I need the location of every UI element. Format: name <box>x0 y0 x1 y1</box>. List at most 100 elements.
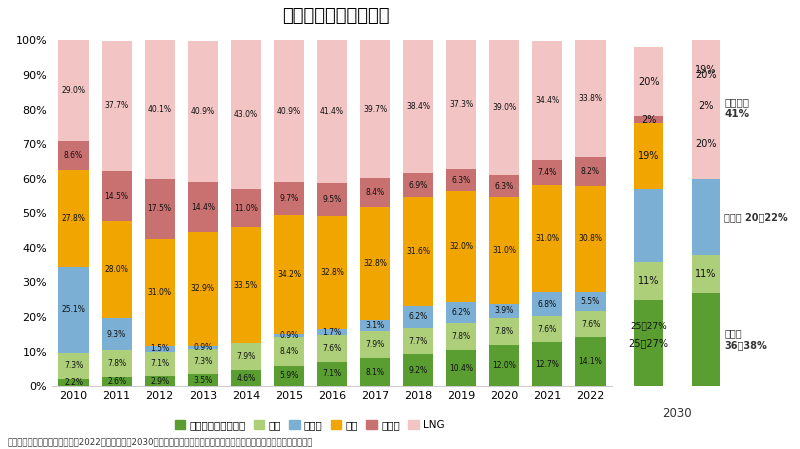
Text: 2030: 2030 <box>662 407 692 420</box>
Text: 10.4%: 10.4% <box>450 364 474 373</box>
Bar <box>634 47 663 116</box>
Bar <box>145 239 174 346</box>
Text: 7.4%: 7.4% <box>538 168 557 177</box>
Text: 化石火力
41%: 化石火力 41% <box>724 97 750 119</box>
Text: 2.6%: 2.6% <box>107 377 126 386</box>
Bar <box>446 302 476 323</box>
Text: 31.0%: 31.0% <box>492 246 516 255</box>
Bar <box>188 182 218 232</box>
Bar <box>575 40 606 157</box>
Bar <box>360 40 390 178</box>
Bar <box>403 354 434 386</box>
Text: 5.9%: 5.9% <box>279 371 298 380</box>
Text: 6.3%: 6.3% <box>494 182 514 191</box>
Bar <box>58 379 89 386</box>
Text: 9.3%: 9.3% <box>107 330 126 339</box>
Text: 37.3%: 37.3% <box>449 101 474 110</box>
Text: 14.1%: 14.1% <box>578 357 602 366</box>
Bar <box>490 345 519 386</box>
Text: 9.2%: 9.2% <box>409 366 428 375</box>
Text: 34.2%: 34.2% <box>277 270 301 279</box>
Bar <box>532 185 562 292</box>
Text: 14.5%: 14.5% <box>105 192 129 201</box>
Text: 38.4%: 38.4% <box>406 102 430 111</box>
Bar <box>145 40 174 179</box>
Text: 17.5%: 17.5% <box>148 204 172 213</box>
Bar <box>317 40 347 183</box>
Text: 8.4%: 8.4% <box>279 347 298 356</box>
Text: 5.5%: 5.5% <box>581 297 600 306</box>
Bar <box>360 358 390 386</box>
Bar <box>634 123 663 189</box>
Bar <box>274 40 304 182</box>
Bar <box>274 182 304 216</box>
Bar <box>490 175 519 197</box>
Text: 11%: 11% <box>695 269 717 279</box>
Bar <box>58 40 89 141</box>
Text: 25〜27%: 25〜27% <box>630 321 667 330</box>
Bar <box>692 179 720 255</box>
Bar <box>58 353 89 379</box>
Bar <box>532 292 562 316</box>
Bar <box>446 350 476 386</box>
Text: 12.0%: 12.0% <box>492 361 516 370</box>
Text: 8.1%: 8.1% <box>366 368 385 377</box>
Text: 31.0%: 31.0% <box>535 234 559 243</box>
Text: 6.2%: 6.2% <box>409 313 428 321</box>
Bar <box>102 41 132 171</box>
Text: 8.2%: 8.2% <box>581 167 600 176</box>
Bar <box>317 335 347 361</box>
Text: 3.9%: 3.9% <box>494 307 514 316</box>
Bar <box>575 292 606 311</box>
Bar <box>145 376 174 386</box>
Text: 0.9%: 0.9% <box>279 330 298 339</box>
Bar <box>360 207 390 320</box>
Bar <box>446 169 476 191</box>
Text: 4.6%: 4.6% <box>236 374 255 383</box>
Bar <box>692 255 720 293</box>
Text: 1.7%: 1.7% <box>322 328 342 337</box>
Text: 25.1%: 25.1% <box>62 305 86 314</box>
Bar <box>403 306 434 328</box>
Text: 19%: 19% <box>638 151 659 161</box>
Bar <box>403 197 434 306</box>
Text: 33.8%: 33.8% <box>578 94 602 103</box>
Bar <box>230 189 261 227</box>
Text: 25～27%: 25～27% <box>629 338 669 348</box>
Bar <box>575 311 606 337</box>
Bar <box>403 40 434 173</box>
Bar <box>360 178 390 207</box>
Text: 11.0%: 11.0% <box>234 203 258 212</box>
Text: 7.9%: 7.9% <box>366 340 385 349</box>
Bar <box>634 116 663 123</box>
Bar <box>317 361 347 386</box>
Text: 31.0%: 31.0% <box>148 288 172 297</box>
Text: 7.9%: 7.9% <box>236 352 255 361</box>
Text: 2%: 2% <box>641 115 656 125</box>
Text: 29.0%: 29.0% <box>62 86 86 95</box>
Bar <box>230 40 261 189</box>
Text: 33.5%: 33.5% <box>234 281 258 290</box>
Bar <box>446 191 476 302</box>
Text: 7.6%: 7.6% <box>538 325 557 334</box>
Bar <box>490 304 519 318</box>
Bar <box>634 300 663 386</box>
Bar <box>188 346 218 349</box>
Bar <box>532 160 562 185</box>
Text: （出典）総合エネルギー統計（2022年度確報）、2030年度におけるエネルギー需給の見通しをもとに資源エネルギー庁作成: （出典）総合エネルギー統計（2022年度確報）、2030年度におけるエネルギー需… <box>8 438 314 447</box>
Bar <box>317 216 347 330</box>
Bar <box>145 352 174 376</box>
Text: 32.8%: 32.8% <box>363 259 387 268</box>
Bar <box>102 171 132 221</box>
Text: 2%: 2% <box>698 101 714 111</box>
Text: 7.6%: 7.6% <box>581 320 600 329</box>
Bar <box>188 232 218 346</box>
Text: 41.4%: 41.4% <box>320 107 344 116</box>
Text: 28.0%: 28.0% <box>105 265 129 274</box>
Bar <box>58 141 89 171</box>
Bar <box>575 157 606 185</box>
Bar <box>360 320 390 331</box>
Text: 7.1%: 7.1% <box>150 359 170 368</box>
Bar <box>102 350 132 377</box>
Text: 32.9%: 32.9% <box>190 284 214 293</box>
